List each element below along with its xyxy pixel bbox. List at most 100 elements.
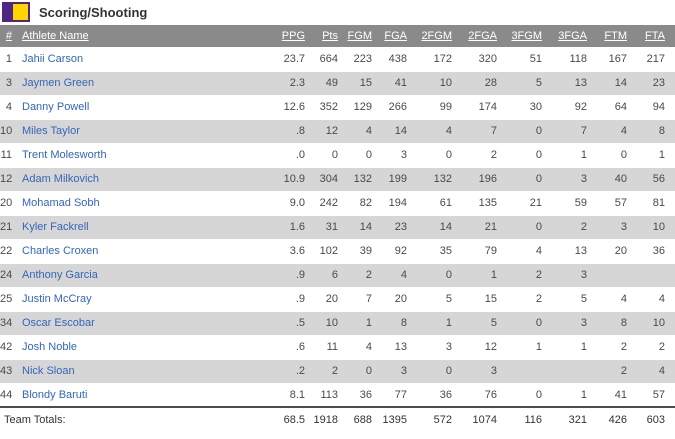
stat-cell: 4 <box>445 125 452 137</box>
stat-cell: 4 <box>620 125 627 137</box>
table-row: 11 Trent Molesworth .0 0 0 3 0 2 0 1 0 1 <box>0 143 675 167</box>
stat-cell: 8 <box>658 125 665 137</box>
team-totals-row: Team Totals: 68.5 1918 688 1395 572 1074 116 321… <box>0 406 675 432</box>
column-header-2fgm[interactable]: 2FGM <box>421 30 452 42</box>
stat-cell: 132 <box>433 173 452 185</box>
athlete-link[interactable]: Nick Sloan <box>22 365 75 377</box>
stat-cell: 35 <box>439 245 452 257</box>
stat-cell: 14 <box>359 221 372 233</box>
stat-cell: 2 <box>580 221 587 233</box>
stat-cell: .5 <box>295 317 305 329</box>
column-header-2fga[interactable]: 2FGA <box>468 30 497 42</box>
table-row: 1 Jahii Carson 23.7 664 223 438 172 320 51 118 167… <box>0 47 675 71</box>
athlete-link[interactable]: Trent Molesworth <box>22 149 107 161</box>
athlete-name-cell: Jahii Carson <box>18 47 246 71</box>
column-header-number[interactable]: # <box>5 30 12 42</box>
column-header-fga[interactable]: FGA <box>384 30 407 42</box>
table-row: 34 Oscar Escobar .5 10 1 8 1 5 0 3 8 10 <box>0 311 675 335</box>
stat-cell: 6 <box>331 269 338 281</box>
stat-cell: 664 <box>319 52 338 65</box>
athlete-link[interactable]: Adam Milkovich <box>22 173 100 185</box>
stat-cell: 92 <box>574 101 587 113</box>
stat-cell: 8 <box>620 317 627 329</box>
athlete-link[interactable]: Blondy Baruti <box>22 388 88 401</box>
athlete-name-cell: Charles Croxen <box>18 239 246 263</box>
athlete-link[interactable]: Justin McCray <box>22 293 92 305</box>
column-header-fgm[interactable]: FGM <box>347 30 372 42</box>
jersey-number: 12 <box>0 173 13 185</box>
stat-cell: 2 <box>658 341 665 353</box>
stat-cell: 15 <box>359 77 372 89</box>
stat-cell: 7 <box>490 125 497 137</box>
stat-cell: 40 <box>614 173 627 185</box>
athlete-link[interactable]: Oscar Escobar <box>22 317 95 329</box>
stat-cell: 266 <box>388 101 407 113</box>
stat-cell: 13 <box>574 245 587 257</box>
stat-cell: 1 <box>490 269 497 281</box>
jersey-number: 42 <box>0 341 13 353</box>
column-header-pts[interactable]: Pts <box>322 30 338 42</box>
stat-cell: 3 <box>580 317 587 329</box>
stat-cell: 4 <box>535 245 542 257</box>
athlete-link[interactable]: Anthony Garcia <box>22 269 98 281</box>
athlete-link[interactable]: Charles Croxen <box>22 245 99 257</box>
total-stat-cell: 68.5 <box>246 406 305 432</box>
stat-cell: 2 <box>620 341 627 353</box>
stat-cell: 7 <box>365 293 372 305</box>
stat-cell: 118 <box>569 52 587 65</box>
table-row: 43 Nick Sloan .2 2 0 3 0 3 2 4 <box>0 359 675 383</box>
column-header-ftm[interactable]: FTM <box>604 30 627 42</box>
stat-cell: 352 <box>319 101 338 113</box>
stat-cell: 0 <box>445 149 452 161</box>
stat-cell: 4 <box>658 365 665 377</box>
column-header-athletename[interactable]: Athlete Name <box>22 30 89 42</box>
stat-cell: 3 <box>580 173 587 185</box>
jersey-number: 20 <box>0 197 13 209</box>
stat-cell: 1 <box>580 341 587 353</box>
stat-cell: 49 <box>325 77 338 89</box>
stat-cell: 94 <box>652 101 665 113</box>
athlete-link[interactable]: Mohamad Sobh <box>22 197 100 209</box>
athlete-link[interactable]: Jahii Carson <box>22 52 84 65</box>
jersey-number: 44 <box>0 388 13 401</box>
table-row: 24 Anthony Garcia .9 6 2 4 0 1 2 3 <box>0 263 675 287</box>
stat-cell: 3 <box>580 269 587 281</box>
table-row: 4 Danny Powell 12.6 352 129 266 99 174 30 92 64 94 <box>0 95 675 119</box>
stat-cell: 0 <box>535 125 542 137</box>
team-logo-icon <box>2 2 30 22</box>
total-stat-cell: 603 <box>627 406 675 432</box>
column-header-fta[interactable]: FTA <box>645 30 665 42</box>
stat-cell: 76 <box>484 388 497 401</box>
column-header-ppg[interactable]: PPG <box>281 30 305 42</box>
stat-cell <box>627 263 675 287</box>
total-stat-cell: 1395 <box>372 406 407 432</box>
stat-cell: .6 <box>295 341 305 353</box>
stat-cell: 11 <box>326 341 338 353</box>
stat-cell: 320 <box>478 52 497 65</box>
stat-cell: 0 <box>535 149 542 161</box>
stat-cell: 4 <box>365 341 372 353</box>
stat-cell: 3 <box>400 365 407 377</box>
athlete-link[interactable]: Jaymen Green <box>22 77 95 89</box>
stat-cell: .9 <box>295 269 305 281</box>
athlete-link[interactable]: Josh Noble <box>22 341 78 353</box>
athlete-link[interactable]: Miles Taylor <box>22 125 80 137</box>
athlete-link[interactable]: Danny Powell <box>22 101 90 113</box>
jersey-number: 25 <box>0 293 13 305</box>
stat-cell: 10 <box>325 317 338 329</box>
stat-cell: 14 <box>394 125 407 137</box>
stat-cell: .8 <box>295 125 305 137</box>
stat-cell: 3 <box>620 221 627 233</box>
table-row: 12 Adam Milkovich 10.9 304 132 199 132 196 0 3 40 5… <box>0 167 675 191</box>
stat-cell: 5 <box>580 293 587 305</box>
stat-cell: 12 <box>484 341 497 353</box>
stat-cell: 39 <box>359 245 372 257</box>
stat-cell: 36 <box>359 388 372 401</box>
column-header-3fgm[interactable]: 3FGM <box>511 30 542 42</box>
stat-cell: 61 <box>439 197 452 209</box>
stat-cell: 2.3 <box>289 77 305 89</box>
stat-cell: 10 <box>652 221 665 233</box>
table-row: 20 Mohamad Sobh 9.0 242 82 194 61 135 21 59 57 81 <box>0 191 675 215</box>
column-header-3fga[interactable]: 3FGA <box>558 30 587 42</box>
athlete-link[interactable]: Kyler Fackrell <box>22 221 89 233</box>
